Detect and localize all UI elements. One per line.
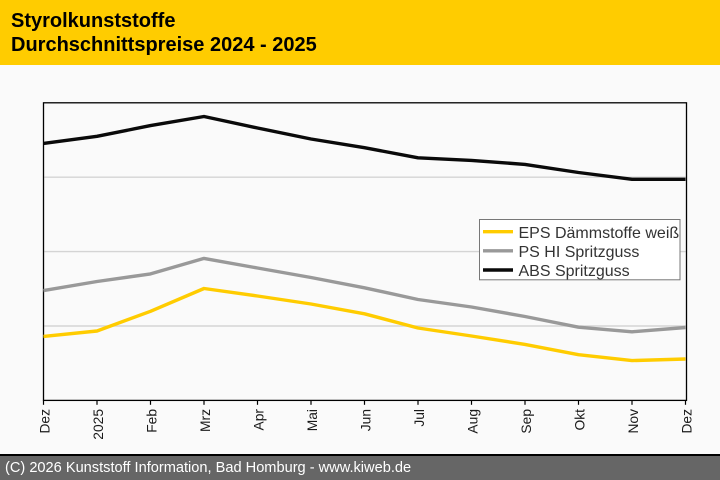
svg-text:EPS Dämmstoffe weiß: EPS Dämmstoffe weiß bbox=[519, 225, 680, 242]
svg-text:PS HI Spritzguss: PS HI Spritzguss bbox=[519, 244, 640, 261]
svg-text:Nov: Nov bbox=[626, 409, 641, 434]
svg-text:Jun: Jun bbox=[359, 409, 374, 431]
svg-text:Dez: Dez bbox=[680, 409, 695, 434]
svg-text:Aug: Aug bbox=[466, 409, 481, 434]
svg-text:Feb: Feb bbox=[145, 409, 160, 433]
svg-text:Jul: Jul bbox=[412, 409, 427, 427]
svg-text:ABS Spritzguss: ABS Spritzguss bbox=[519, 263, 630, 280]
svg-text:Dez: Dez bbox=[38, 409, 53, 434]
svg-text:Mai: Mai bbox=[305, 409, 320, 431]
svg-text:Apr: Apr bbox=[252, 409, 267, 431]
svg-text:Sep: Sep bbox=[519, 409, 534, 434]
svg-text:Okt: Okt bbox=[573, 409, 588, 431]
svg-text:2025: 2025 bbox=[91, 409, 106, 440]
svg-text:Mrz: Mrz bbox=[198, 409, 213, 432]
